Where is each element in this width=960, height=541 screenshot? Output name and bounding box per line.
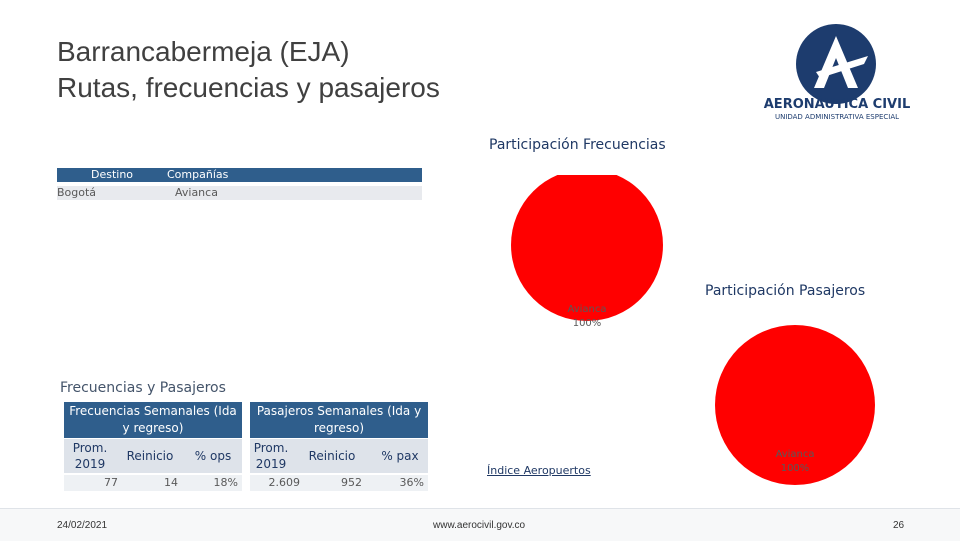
pie-slice-avianca-pasajeros: [715, 325, 875, 485]
frecuencias-col-pct: % ops: [194, 449, 232, 463]
pie-slice-avianca-frecuencias: [511, 175, 663, 321]
aeronautica-civil-logo: AERONÁUTICA CIVIL UNIDAD ADMINISTRATIVA …: [752, 22, 922, 122]
header-destino: Destino: [91, 168, 134, 181]
pie-label-name-frecuencias: Avianca: [567, 304, 606, 315]
pasajeros-header: Pasajeros Semanales (Ida y regreso): [250, 402, 428, 438]
frecuencias-prom-value: 77: [104, 476, 118, 489]
logo-swoosh: [816, 56, 868, 78]
routes-table: Destino Compañías Bogotá Avianca: [57, 168, 422, 200]
frecuencias-table: Frecuencias Semanales (Ida y regreso) Pr…: [64, 402, 242, 491]
slide-title-line2: Rutas, frecuencias y pasajeros: [57, 72, 440, 103]
pasajeros-col-prom: Prom. 2019: [253, 441, 289, 471]
pasajeros-col-pct: % pax: [381, 449, 419, 463]
footer-bar: [0, 508, 960, 541]
logo-sub-text: UNIDAD ADMINISTRATIVA ESPECIAL: [775, 113, 899, 121]
cell-compania: Avianca: [175, 186, 218, 199]
table-row: 77 14 18%: [64, 475, 242, 491]
pasajeros-reinicio-value: 952: [341, 476, 362, 489]
pasajeros-table: Pasajeros Semanales (Ida y regreso) Prom…: [250, 402, 428, 491]
footer-website: www.aerocivil.gov.co: [433, 520, 526, 531]
chart-title-frecuencias: Participación Frecuencias: [489, 137, 666, 153]
header-companias: Compañías: [167, 168, 229, 181]
slide-title-line1: Barrancabermeja (EJA): [57, 36, 350, 67]
pie-chart-frecuencias: Avianca 100%: [511, 175, 663, 329]
pie-label-pct-frecuencias: 100%: [573, 318, 602, 329]
pie-label-name-pasajeros: Avianca: [775, 449, 814, 460]
pie-label-pct-pasajeros: 100%: [781, 463, 810, 474]
table-row: 2.609 952 36%: [250, 475, 428, 491]
pasajeros-col-reinicio: Reinicio: [308, 449, 356, 463]
footer-page-number: 26: [893, 520, 905, 531]
indice-aeropuertos-link[interactable]: Índice Aeropuertos: [487, 464, 591, 477]
pasajeros-subheader: Prom. 2019 Reinicio % pax: [250, 439, 428, 473]
frecuencias-subheader: Prom. 2019 Reinicio % ops: [64, 439, 242, 473]
frecuencias-reinicio-value: 14: [164, 476, 178, 489]
cell-destino: Bogotá: [57, 186, 97, 199]
table-row: Bogotá Avianca: [57, 186, 422, 200]
logo-main-text: AERONÁUTICA CIVIL: [764, 96, 911, 112]
pasajeros-prom-value: 2.609: [268, 476, 301, 489]
slide-title: Barrancabermeja (EJA) Rutas, frecuencias…: [57, 34, 440, 106]
frecuencias-col-prom: Prom. 2019: [72, 441, 108, 471]
section-title: Frecuencias y Pasajeros: [60, 380, 226, 396]
pie-chart-pasajeros: Avianca 100%: [715, 325, 875, 485]
frecuencias-col-reinicio: Reinicio: [126, 449, 174, 463]
frecuencias-pct-value: 18%: [213, 476, 238, 489]
pasajeros-pct-value: 36%: [399, 476, 424, 489]
routes-table-header: Destino Compañías: [57, 168, 422, 182]
frecuencias-header: Frecuencias Semanales (Ida y regreso): [64, 402, 242, 438]
chart-title-pasajeros: Participación Pasajeros: [705, 283, 866, 299]
footer-date: 24/02/2021: [57, 520, 108, 531]
